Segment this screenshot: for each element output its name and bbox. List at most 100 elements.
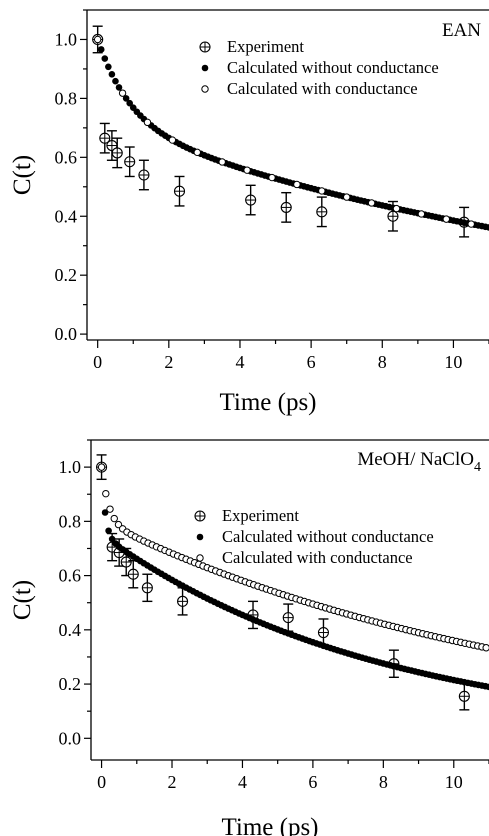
y-axis-title: C(t) <box>9 580 36 620</box>
data-point <box>105 527 112 535</box>
data-point <box>124 156 136 168</box>
legend: Experiment Calculated without conductance… <box>194 506 434 567</box>
series-2 <box>98 463 489 691</box>
x-axis-title: Time (ps) <box>221 814 318 836</box>
data-point <box>282 612 294 624</box>
data-point <box>193 148 201 157</box>
data-point <box>268 173 276 182</box>
legend-marker <box>201 64 209 72</box>
data-point <box>482 644 489 652</box>
data-point <box>106 139 118 152</box>
y-axis-title: C(t) <box>9 155 36 195</box>
data-point <box>97 46 105 53</box>
data-point <box>367 199 376 207</box>
data-point <box>99 132 111 144</box>
x-tick-label: 8 <box>379 772 388 792</box>
series-3 <box>97 463 489 652</box>
data-point <box>177 595 189 607</box>
data-point <box>101 55 109 62</box>
data-point <box>280 201 292 213</box>
data-point <box>127 568 139 580</box>
data-point <box>115 84 123 91</box>
data-point <box>316 206 328 218</box>
data-point <box>218 158 226 166</box>
legend-label: Calculated without conductance <box>227 58 439 77</box>
legend-marker <box>199 41 211 53</box>
y-tick-label: 0.8 <box>59 511 82 531</box>
data-point <box>120 556 132 568</box>
data-point <box>245 194 257 206</box>
y-tick-label: 0.8 <box>55 88 78 108</box>
x-tick-label: 2 <box>164 352 173 372</box>
y-ticks: 0.0 0.2 0.4 0.6 0.8 1.0 <box>55 9 87 344</box>
data-point <box>243 166 251 174</box>
legend-marker <box>196 554 204 562</box>
y-tick-label: 1.0 <box>55 29 78 49</box>
chart-panel-1: 0 2 4 6 8 10 0.0 0.2 0.4 0.6 0.8 1.0 Time (ps) C(t) EA… <box>9 9 489 416</box>
y-tick-label: 1.0 <box>59 457 82 477</box>
legend-label: Calculated with conductance <box>222 548 413 567</box>
data-point <box>141 582 153 594</box>
data-point <box>106 505 114 513</box>
x-axis-title: Time (ps) <box>219 389 316 416</box>
x-tick-label: 8 <box>378 352 387 372</box>
data-point <box>467 220 475 228</box>
legend-label: Calculated with conductance <box>227 79 418 98</box>
y-tick-label: 0.4 <box>55 206 78 226</box>
data-point <box>485 683 489 691</box>
data-point <box>293 180 301 189</box>
legend: Experiment Calculated without conductance… <box>199 37 439 98</box>
data-point <box>173 185 186 197</box>
legend-label: Experiment <box>227 37 304 56</box>
legend-marker <box>194 510 206 522</box>
x-tick-label: 0 <box>93 352 102 372</box>
y-tick-label: 0.0 <box>59 728 82 748</box>
data-point <box>97 463 106 471</box>
data-point <box>114 520 123 529</box>
data-point <box>387 210 399 222</box>
data-point <box>318 187 326 195</box>
y-tick-label: 0.4 <box>59 620 82 640</box>
data-point <box>485 224 489 231</box>
data-point <box>392 204 401 213</box>
data-point <box>108 535 116 543</box>
legend-label: Experiment <box>222 506 299 525</box>
x-ticks: 0 2 4 6 8 10 <box>93 340 489 372</box>
x-tick-label: 0 <box>97 772 106 792</box>
panel-label-main: EAN <box>442 20 481 41</box>
legend-marker <box>196 533 204 541</box>
data-point <box>93 35 102 44</box>
panel-label: EAN <box>442 20 481 41</box>
data-point <box>458 690 470 702</box>
y-tick-label: 0.2 <box>59 674 82 694</box>
data-point <box>122 95 130 102</box>
data-point <box>108 71 116 78</box>
data-point <box>126 99 133 107</box>
x-tick-label: 10 <box>444 352 462 372</box>
panel-label: MeOH/ NaClO4 <box>357 449 481 475</box>
y-tick-label: 0.2 <box>55 265 78 285</box>
x-tick-label: 6 <box>307 352 316 372</box>
panel-label-main: MeOH/ NaClO <box>357 449 474 470</box>
x-tick-label: 4 <box>238 772 247 792</box>
x-tick-label: 6 <box>308 772 317 792</box>
y-tick-label: 0.6 <box>59 566 82 586</box>
data-point <box>112 77 119 85</box>
x-ticks: 0 2 4 6 8 10 <box>97 760 489 792</box>
data-point <box>102 489 110 498</box>
x-tick-label: 4 <box>235 352 244 372</box>
y-ticks: 0.0 0.2 0.4 0.6 0.8 1.0 <box>59 439 91 748</box>
data-point <box>105 63 112 71</box>
data-point <box>118 89 127 97</box>
data-point <box>110 514 118 523</box>
data-point <box>317 626 330 639</box>
y-tick-label: 0.6 <box>55 147 78 167</box>
data-point <box>138 169 150 181</box>
chart-panel-2: 0 2 4 6 8 10 0.0 0.2 0.4 0.6 0.8 1.0 Time (ps) C(t) Me… <box>9 439 489 836</box>
legend-label: Calculated without conductance <box>222 527 434 546</box>
data-point <box>417 210 426 218</box>
data-point <box>143 118 152 127</box>
x-tick-label: 2 <box>168 772 177 792</box>
